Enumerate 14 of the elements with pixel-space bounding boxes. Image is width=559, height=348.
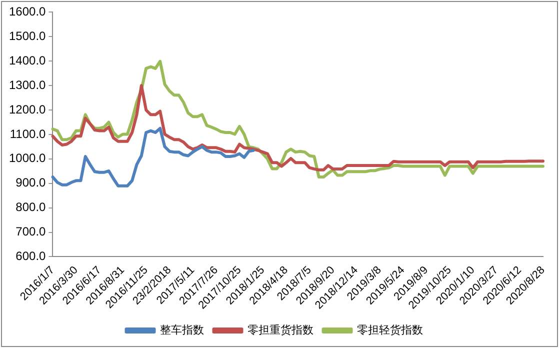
- y-tick-label: 1300.0: [9, 78, 46, 92]
- legend-label: 整车指数: [160, 323, 204, 336]
- legend-label: 零担轻货指数: [356, 323, 423, 336]
- y-tick-label: 1000.0: [9, 151, 46, 166]
- y-tick-label: 800.0: [16, 200, 46, 214]
- y-tick-label: 700.0: [16, 224, 46, 239]
- y-tick-label: 900.0: [16, 176, 46, 190]
- y-tick-label: 1500.0: [9, 28, 46, 43]
- y-tick-label: 1100.0: [10, 126, 46, 141]
- y-tick-label: 1400.0: [9, 53, 46, 68]
- legend-label: 零担重货指数: [247, 323, 314, 336]
- y-tick-label: 1600.0: [9, 4, 46, 19]
- y-tick-label: 600.0: [16, 249, 46, 264]
- y-tick-label: 1200.0: [9, 102, 46, 116]
